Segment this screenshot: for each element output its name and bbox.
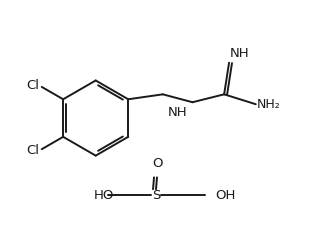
Text: NH: NH [230, 47, 250, 60]
Text: OH: OH [215, 189, 236, 202]
Text: HO: HO [94, 189, 114, 202]
Text: S: S [152, 189, 160, 202]
Text: Cl: Cl [26, 79, 39, 92]
Text: Cl: Cl [26, 144, 39, 157]
Text: O: O [153, 158, 163, 171]
Text: NH: NH [168, 106, 188, 119]
Text: NH₂: NH₂ [257, 98, 280, 111]
